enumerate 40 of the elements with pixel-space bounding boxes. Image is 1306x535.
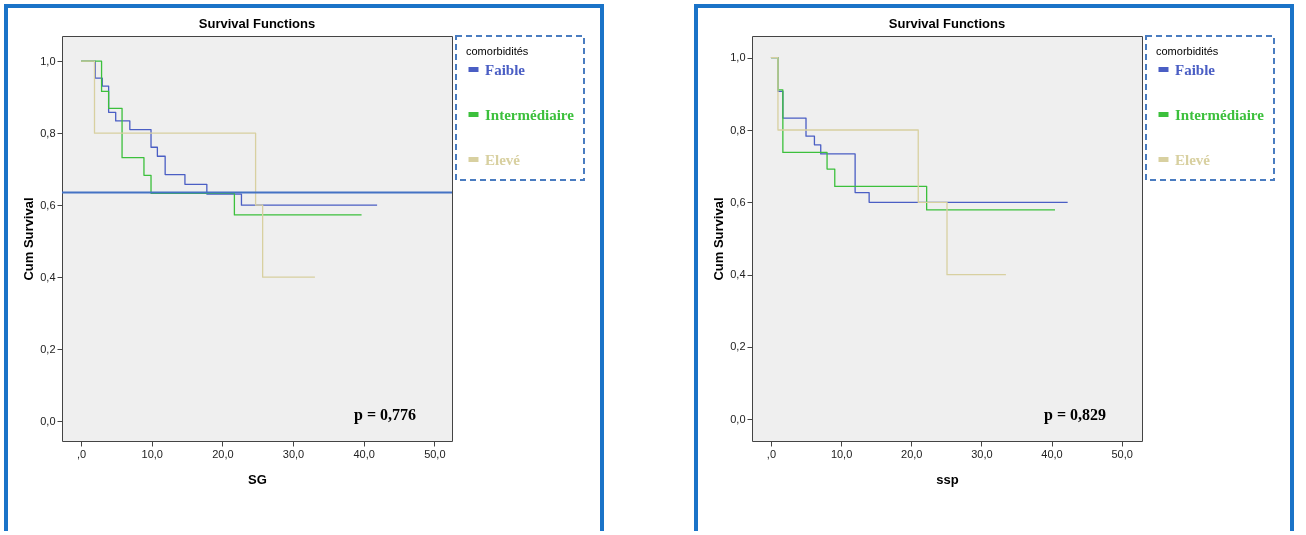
x-tick-label: 40,0 [353,447,375,460]
x-tick-label: 50,0 [424,447,446,460]
x-tick-label: ,0 [76,447,87,460]
legend-label: Elevé [485,151,521,168]
y-axis-title: Cum Survival [21,197,37,281]
y-tick-label: 0,8 [40,126,56,139]
y-axis-title: Cum Survival [711,197,727,281]
legend-label: Faible [485,61,526,78]
x-tick-label: 30,0 [971,447,993,460]
y-tick-label: 0,0 [40,414,56,427]
chart-title: Survival Functions [888,16,1006,31]
x-tick-label: 20,0 [901,447,923,460]
legend-label: Intermédiaire [485,106,575,123]
x-tick-label: 10,0 [830,447,853,460]
y-tick-label: 1,0 [730,51,746,64]
x-axis-title: ssp [936,471,959,487]
x-tick-label: 40,0 [1041,447,1063,460]
y-tick-label: 0,8 [730,123,746,136]
x-tick-label: 30,0 [282,447,305,460]
x-tick-label: 50,0 [1111,447,1133,460]
legend-label: Faible [1175,61,1216,78]
x-tick-label: 10,0 [141,447,163,460]
legend-label: Intermédiaire [1175,106,1265,123]
legend-label: Elevé [1175,151,1211,168]
annotation: p = 0,776 [353,406,417,424]
y-tick-label: 0,0 [730,412,746,425]
y-tick-label: 0,6 [730,195,746,208]
chart-title: Survival Functions [198,16,316,31]
x-axis-title: SG [248,471,267,487]
y-tick-label: 1,0 [40,54,56,67]
legend-title: comorbidités [1156,45,1219,57]
legend-title: comorbidités [466,45,529,57]
y-tick-label: 0,6 [40,198,56,211]
x-tick-label: 20,0 [212,447,234,460]
y-tick-label: 0,2 [40,342,56,355]
y-tick-label: 0,4 [40,270,56,283]
x-tick-label: ,0 [766,447,777,460]
y-tick-label: 0,4 [730,268,746,281]
annotation: p = 0,829 [1043,406,1107,424]
y-tick-label: 0,2 [730,340,746,353]
